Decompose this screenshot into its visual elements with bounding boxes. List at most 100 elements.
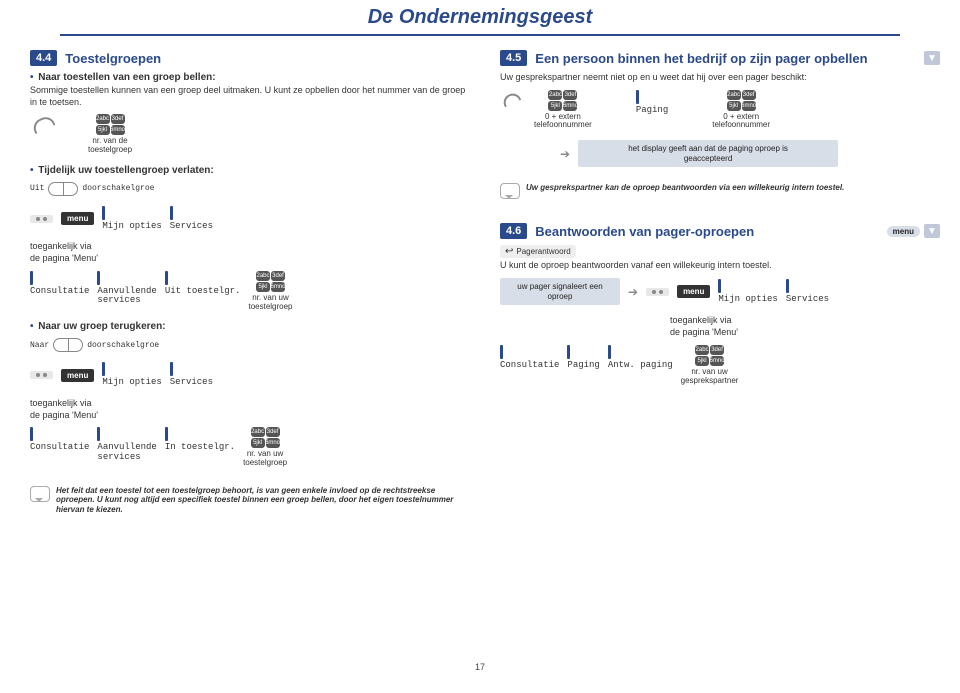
- chevron-down-icon: ▼: [924, 224, 940, 238]
- keypad-wrap: 2abc 3def 5jkl 6mno nr. van de toestelgr…: [70, 114, 150, 155]
- key-5: 5jkl: [695, 356, 709, 366]
- key-2: 2abc: [695, 345, 709, 355]
- keypad-45a: 2abc 3def 5jkl 6mno 0 + extern telefoonn…: [534, 90, 592, 131]
- section-46-num: 4.6: [500, 223, 527, 239]
- key-3: 3def: [563, 90, 577, 100]
- arrow-right-icon: ➔: [628, 285, 638, 299]
- softkey-label: Consultatie: [500, 361, 559, 370]
- softkey-label: Antw. paging: [608, 361, 673, 370]
- menu-label: menu: [67, 371, 88, 380]
- section-46-title: Beantwoorden van pager-oproepen: [535, 224, 754, 239]
- key-6: 6mno: [563, 101, 577, 111]
- softkey-label: Uit toestelgr.: [165, 287, 241, 296]
- menu-note-2: toegankelijk via de pagina 'Menu': [30, 398, 470, 421]
- return-icon: Pagerantwoord: [500, 245, 576, 258]
- key-2: 2abc: [727, 90, 741, 100]
- key-5: 5jkl: [256, 282, 270, 292]
- cap-nr-uw-toestelgroep-2: nr. van uw toestelgroep: [243, 450, 287, 468]
- key-3: 3def: [266, 427, 280, 437]
- page-title: De Ondernemingsgeest: [0, 6, 960, 29]
- oval-nav-2: Naar doorschakelgroe: [30, 338, 159, 352]
- sub-terugkeren-text: Naar uw groep terugkeren:: [38, 321, 165, 332]
- softkey-bar: [102, 206, 105, 220]
- phone-wrap: [500, 90, 520, 110]
- key-2: 2abc: [256, 271, 270, 281]
- key-6: 6mno: [710, 356, 724, 366]
- softkey-label: Services: [170, 378, 213, 387]
- sub-bellen: • Naar toestellen van een groep bellen:: [30, 72, 470, 83]
- menu-note-1: toegankelijk via de pagina 'Menu': [30, 241, 470, 264]
- sec45-intro: Uw gesprekspartner neemt niet op en u we…: [500, 72, 940, 84]
- softkey-label: Consultatie: [30, 287, 89, 296]
- softkey-bar: [500, 345, 503, 359]
- page-number: 17: [0, 662, 960, 672]
- key-6: 6mno: [271, 282, 285, 292]
- menu-label: menu: [67, 214, 88, 223]
- key-6: 6mno: [266, 438, 280, 448]
- softkey-bar: [97, 427, 100, 441]
- row-softkeys-2: Consultatie Aanvullende services Uit toe…: [30, 271, 470, 312]
- row-46-a: uw pager signaleert een oproep ➔ menu Mi…: [500, 278, 940, 305]
- return-label: Pagerantwoord: [516, 247, 570, 256]
- softkey-label: Paging: [567, 361, 599, 370]
- menu-key-light: [30, 215, 53, 223]
- sub-verlaten: • Tijdelijk uw toestellengroep verlaten:: [30, 165, 470, 176]
- softkey-aanvullende: Aanvullende services: [97, 271, 156, 306]
- softkey-label: Consultatie: [30, 443, 89, 452]
- softkey-bar: [165, 271, 168, 285]
- softkey-label: Mijn opties: [102, 222, 161, 231]
- menu-label: menu: [683, 287, 704, 296]
- oval-left-label: Naar: [30, 341, 49, 350]
- oval-right-label: doorschakelgroe: [87, 341, 159, 350]
- title-rule: [60, 34, 900, 36]
- arrow-right-icon: ➔: [560, 147, 570, 161]
- keypad-45b: 2abc 3def 5jkl 6mno 0 + extern telefoonn…: [712, 90, 770, 131]
- bullet-icon: •: [30, 321, 34, 332]
- menu-pill: menu: [887, 226, 920, 237]
- softkey-bar: [30, 427, 33, 441]
- nav-oval-icon: [48, 182, 78, 196]
- key-6: 6mno: [111, 125, 125, 135]
- softkey-label: Services: [170, 222, 213, 231]
- left-column: 4.4 Toestelgroepen • Naar toestellen van…: [30, 50, 470, 515]
- row-verlaten-oval: Uit doorschakelgroe: [30, 182, 470, 196]
- softkey-paging-46: Paging: [567, 345, 599, 370]
- softkey-aanvullende-2: Aanvullende services: [97, 427, 156, 462]
- section-45-title: Een persoon binnen het bedrijf op zijn p…: [535, 51, 867, 66]
- oval-left-label: Uit: [30, 184, 44, 193]
- display-accept: het display geeft aan dat de paging opro…: [578, 140, 838, 167]
- softkey-uit-toestelgr: Uit toestelgr.: [165, 271, 241, 296]
- row-softkeys-3: Consultatie Aanvullende services In toes…: [30, 427, 470, 468]
- cap-nr-gesprekspartner: nr. van uw gesprekspartner: [681, 368, 739, 386]
- key-5: 5jkl: [251, 438, 265, 448]
- softkey-mijnopties: Mijn opties: [102, 206, 161, 231]
- menu-key-light: [30, 371, 53, 379]
- cap-nr-toestelgroep: nr. van de toestelgroep: [70, 137, 150, 155]
- keypad-icon: 2abc 3def 5jkl 6mno: [256, 271, 285, 292]
- footnote-text: Het feit dat een toestel tot een toestel…: [56, 486, 470, 515]
- row-46-b: Consultatie Paging Antw. paging 2abc 3de…: [500, 345, 940, 386]
- key-2: 2abc: [548, 90, 562, 100]
- softkey-services-46: Services: [786, 279, 829, 304]
- key-3: 3def: [710, 345, 724, 355]
- display-signal: uw pager signaleert een oproep: [500, 278, 620, 305]
- section-44-title: Toestelgroepen: [65, 51, 161, 66]
- keypad-46: 2abc 3def 5jkl 6mno nr. van uw gespreksp…: [681, 345, 739, 386]
- softkey-bar: [170, 362, 173, 376]
- sec46-body: U kunt de oproep beantwoorden vanaf een …: [500, 260, 940, 272]
- softkey-bar: [608, 345, 611, 359]
- section-45-num: 4.5: [500, 50, 527, 66]
- softkey-label: Services: [786, 295, 829, 304]
- sub-terugkeren: • Naar uw groep terugkeren:: [30, 321, 470, 332]
- telephone-icon: [30, 114, 56, 140]
- menu-key-light: [646, 288, 669, 296]
- key-3: 3def: [271, 271, 285, 281]
- key-6: 6mno: [742, 101, 756, 111]
- menu-key: menu: [61, 369, 94, 382]
- cap-extern-2: 0 + extern telefoonnummer: [712, 113, 770, 131]
- softkey-label: In toestelgr.: [165, 443, 235, 452]
- keypad-icon: 2abc 3def 5jkl 6mno: [548, 90, 577, 111]
- softkey-antw-paging: Antw. paging: [608, 345, 673, 370]
- keypad-wrap-3: 2abc 3def 5jkl 6mno nr. van uw toestelgr…: [243, 427, 287, 468]
- speech-45: Uw gesprekspartner kan de oproep beantwo…: [500, 183, 940, 199]
